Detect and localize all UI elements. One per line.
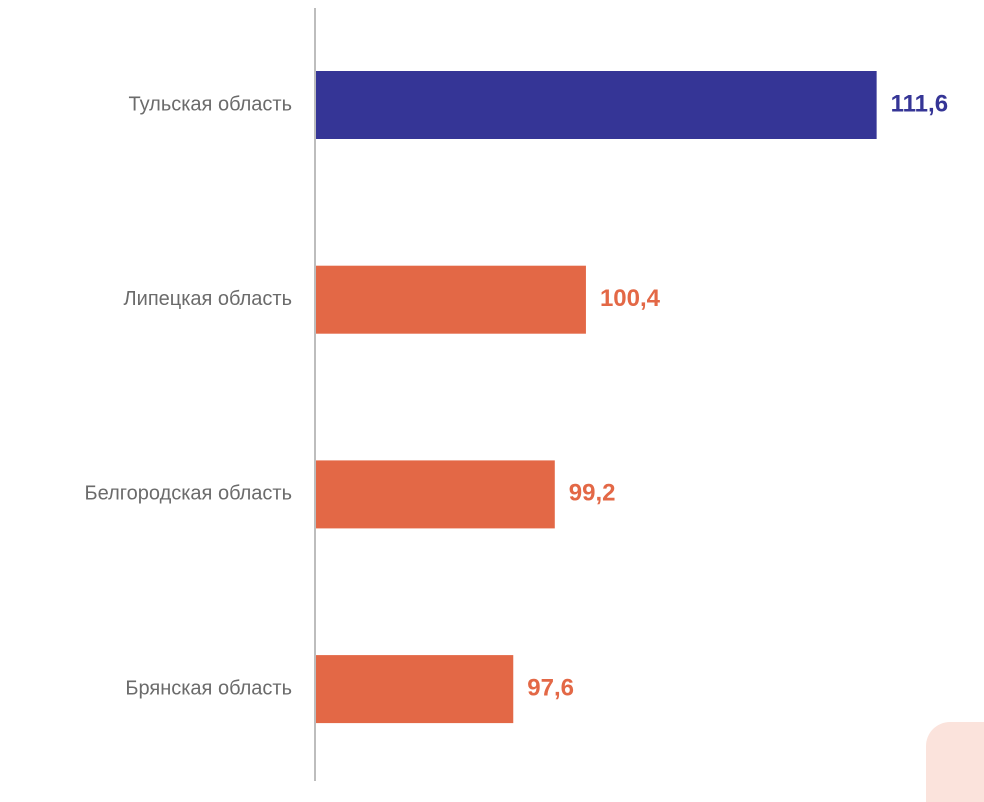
value-label: 97,6 xyxy=(527,674,574,701)
bar-chart: Тульская область 111,6 Липецкая область 100… xyxy=(85,8,949,781)
labels-layer: Тульская область 111,6 Липецкая область 100… xyxy=(85,90,949,701)
bar xyxy=(316,265,586,334)
bar xyxy=(316,460,555,529)
category-label: Тульская область xyxy=(129,93,293,115)
category-label: Брянская область xyxy=(125,677,292,699)
value-label: 100,4 xyxy=(600,285,661,312)
category-label: Белгородская область xyxy=(85,483,292,505)
value-label: 99,2 xyxy=(569,480,616,507)
category-label: Липецкая область xyxy=(124,288,292,310)
bars-layer xyxy=(316,71,877,724)
value-label: 111,6 xyxy=(891,90,948,117)
bar xyxy=(316,655,514,724)
corner-decoration xyxy=(926,722,984,802)
bar xyxy=(316,71,877,139)
